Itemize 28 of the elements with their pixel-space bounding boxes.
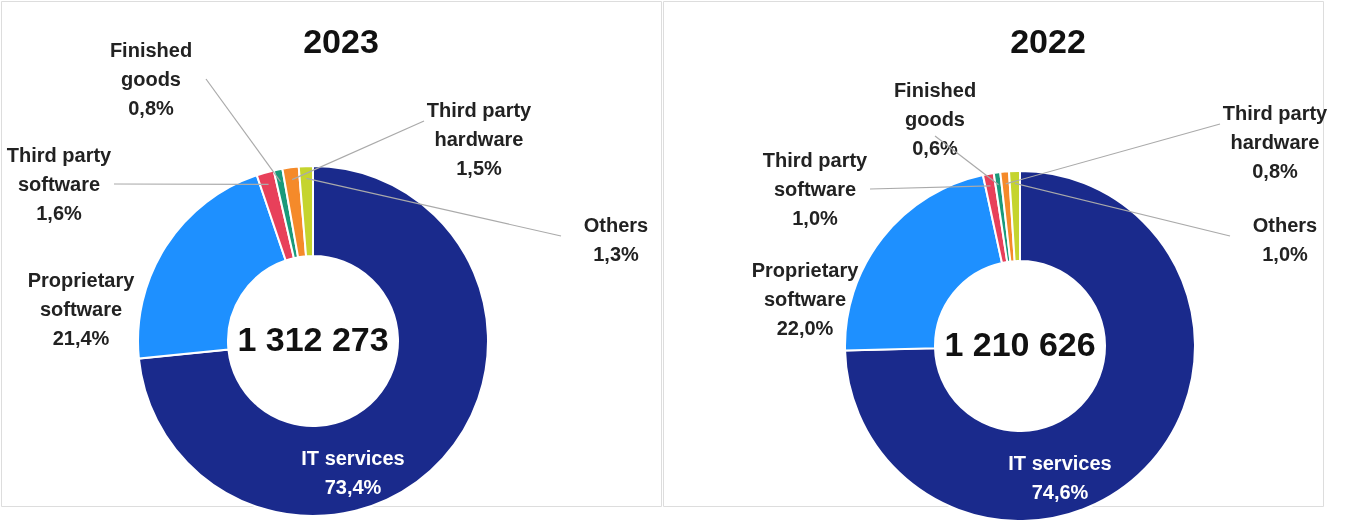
slice-label: Others — [583, 214, 649, 236]
slice-label: Third party hardware — [426, 99, 533, 150]
chart-title: 2022 — [1010, 22, 1086, 60]
data-label: 1,3% — [593, 243, 640, 265]
text: 1 210 626 — [944, 325, 1096, 363]
slice-label: Others — [1252, 214, 1318, 236]
data-label: 0,8% — [1252, 160, 1299, 182]
slice-label: Finished goods — [893, 79, 977, 130]
data-label: 1,6% — [36, 202, 83, 224]
slice-label: Third party hardware — [1222, 102, 1329, 153]
data-label: 1,5% — [456, 157, 503, 179]
data-label: 73,4% — [324, 476, 382, 498]
slice-label: IT services — [301, 447, 405, 469]
data-label: 0,8% — [128, 97, 175, 119]
slice-label: Third party software — [762, 149, 869, 200]
chart-title: 2023 — [303, 22, 379, 60]
slice-label: Proprietary software — [751, 259, 860, 310]
data-label: 22,0% — [776, 317, 834, 339]
slice-label: IT services — [1008, 452, 1112, 474]
slice-label: Proprietary software — [27, 269, 136, 320]
text: 1 312 273 — [237, 320, 389, 358]
data-label: 21,4% — [52, 327, 110, 349]
data-label: 1,0% — [792, 207, 839, 229]
slice-label: Finished goods — [109, 39, 193, 90]
data-label: 1,0% — [1262, 243, 1309, 265]
slice-label: Third party software — [6, 144, 113, 195]
data-label: 0,6% — [912, 137, 959, 159]
data-label: 74,6% — [1031, 481, 1089, 503]
